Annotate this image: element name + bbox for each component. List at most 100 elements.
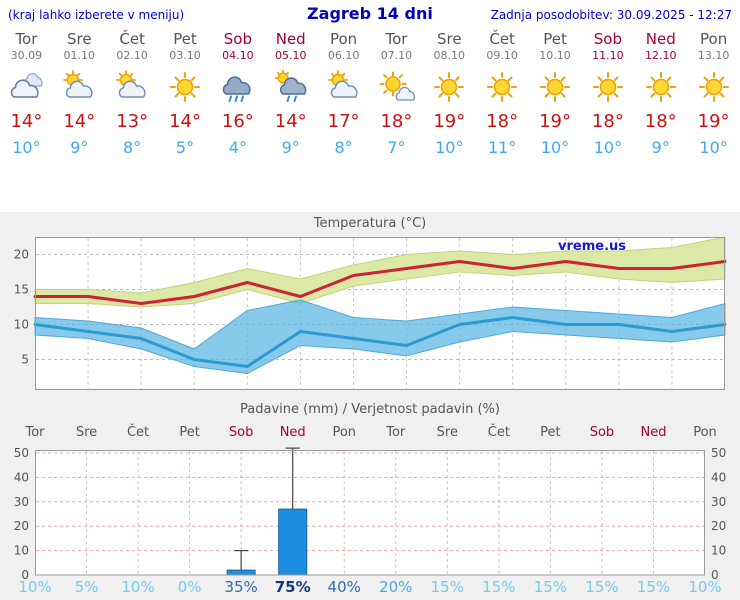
header-bar: (kraj lahko izberete v meniju) Zagreb 14… [8, 4, 732, 23]
low-temp: 10° [593, 138, 623, 157]
high-temp: 19° [433, 111, 466, 132]
probability-label: 20% [379, 578, 412, 596]
probability-label: 40% [328, 578, 361, 596]
sunny-icon [581, 70, 634, 106]
day-name: Sob [593, 30, 622, 48]
high-temp: 17° [327, 111, 360, 132]
cloudy-icon [0, 70, 53, 106]
precip-day-label: Ned [640, 425, 666, 440]
day-column-10[interactable]: Čet 09.10 18° 11° [476, 30, 529, 157]
day-name: Pet [173, 30, 197, 48]
high-temp: 19° [539, 111, 571, 132]
day-name: Čet [119, 30, 145, 48]
low-temp: 10° [699, 138, 728, 157]
y-axis-tick-label-left: 40 [14, 470, 29, 484]
day-column-11[interactable]: Pet 10.10 19° 10° [529, 30, 582, 157]
sunny-icon [159, 70, 212, 106]
probability-label: 5% [75, 578, 99, 596]
partly-cloudy-icon [106, 70, 159, 106]
day-date: 11.10 [592, 49, 624, 62]
precip-day-label: Sre [76, 425, 97, 440]
y-axis-tick-label-left: 30 [14, 495, 29, 509]
y-axis-tick-label-right: 0 [711, 568, 719, 582]
precip-day-label: Sob [229, 425, 253, 440]
sunny-icon [634, 70, 687, 106]
y-axis-tick-label-right: 10 [711, 544, 726, 558]
partly-cloudy-icon [53, 70, 106, 106]
rain-icon [211, 70, 264, 106]
precip-day-label: Sob [590, 425, 614, 440]
menu-hint: (kraj lahko izberete v meniju) [8, 8, 185, 22]
high-temp: 14° [274, 111, 307, 132]
sunny-icon [423, 70, 476, 106]
forecast-days: Tor 30.09 14° 10° Sre 01.10 14° 9° Čet 0… [0, 30, 740, 157]
low-temp: 9° [651, 138, 670, 157]
plot-background [35, 450, 705, 575]
low-temp: 10° [12, 138, 41, 157]
y-axis-tick-label-right: 30 [711, 495, 726, 509]
day-column-12[interactable]: Sob 11.10 18° 10° [581, 30, 634, 157]
high-temp: 18° [591, 111, 624, 132]
day-date: 04.10 [222, 49, 254, 62]
day-date: 02.10 [116, 49, 148, 62]
probability-label: 15% [585, 578, 618, 596]
day-column-13[interactable]: Ned 12.10 18° 9° [634, 30, 687, 157]
day-column-1[interactable]: Tor 30.09 14° 10° [0, 30, 53, 157]
charts-section: Temperatura (°C) 5 10 15 20 vreme.us Padavin… [0, 212, 740, 600]
day-column-9[interactable]: Sre 08.10 19° 10° [423, 30, 476, 157]
min-temp-line [33, 316, 727, 368]
page-title: Zagreb 14 dni [307, 4, 433, 23]
day-name: Tor [385, 30, 408, 48]
probability-label: 15% [637, 578, 670, 596]
day-column-4[interactable]: Pet 03.10 14° 5° [159, 30, 212, 157]
precip-day-label: Sre [437, 425, 458, 440]
day-column-8[interactable]: Tor 07.10 18° 7° [370, 30, 423, 157]
low-temp: 9° [70, 138, 89, 157]
day-name: Sre [437, 30, 462, 48]
probability-label: 10% [688, 578, 721, 596]
day-date: 13.10 [697, 49, 730, 62]
day-name: Ned [275, 30, 306, 48]
y-axis-tick-label: 15 [14, 283, 29, 297]
plot-border [35, 237, 725, 390]
y-axis-tick-label-left: 20 [14, 519, 29, 533]
sunny-icon [529, 70, 582, 106]
precip-day-label: Pon [693, 425, 717, 440]
precip-bar [226, 569, 256, 576]
probability-label: 10% [121, 578, 154, 596]
precip-day-label: Pet [540, 425, 560, 440]
showers-icon [264, 69, 317, 106]
day-column-5[interactable]: Sob 04.10 16° 4° [211, 30, 264, 157]
day-name: Pet [543, 30, 567, 48]
day-date: 07.10 [380, 49, 413, 62]
probability-label: 15% [482, 578, 515, 596]
precip-day-label: Čet [488, 424, 510, 440]
high-temp: 13° [116, 111, 149, 132]
y-axis-tick-label-right: 40 [711, 470, 726, 484]
high-temp: 18° [486, 111, 519, 132]
day-date: 03.10 [169, 49, 201, 62]
probability-label: 15% [534, 578, 567, 596]
last-update: Zadnja posodobitev: 30.09.2025 - 12:27 [490, 8, 732, 22]
day-name: Pon [700, 30, 728, 48]
day-column-3[interactable]: Čet 02.10 13° 8° [106, 30, 159, 157]
high-temp: 14° [169, 111, 201, 132]
day-date: 12.10 [644, 49, 677, 62]
day-column-14[interactable]: Pon 13.10 19° 10° [687, 30, 740, 157]
low-temp: 9° [281, 138, 300, 157]
low-temp: 10° [435, 138, 464, 157]
y-axis-tick-label: 10 [14, 318, 29, 332]
probability-label: 10% [18, 578, 51, 596]
high-temp: 18° [380, 111, 413, 132]
low-temp: 11° [487, 138, 517, 157]
day-date: 05.10 [274, 49, 307, 62]
partly-cloudy-icon [317, 70, 370, 106]
day-date: 30.09 [10, 49, 43, 62]
high-temp: 14° [10, 111, 43, 132]
day-column-2[interactable]: Sre 01.10 14° 9° [53, 30, 106, 157]
high-temp: 16° [221, 111, 254, 132]
day-column-7[interactable]: Pon 06.10 17° 8° [317, 30, 370, 157]
high-temp: 18° [644, 111, 677, 132]
day-column-6[interactable]: Ned 05.10 14° 9° [264, 30, 317, 157]
low-temp: 8° [334, 138, 353, 157]
